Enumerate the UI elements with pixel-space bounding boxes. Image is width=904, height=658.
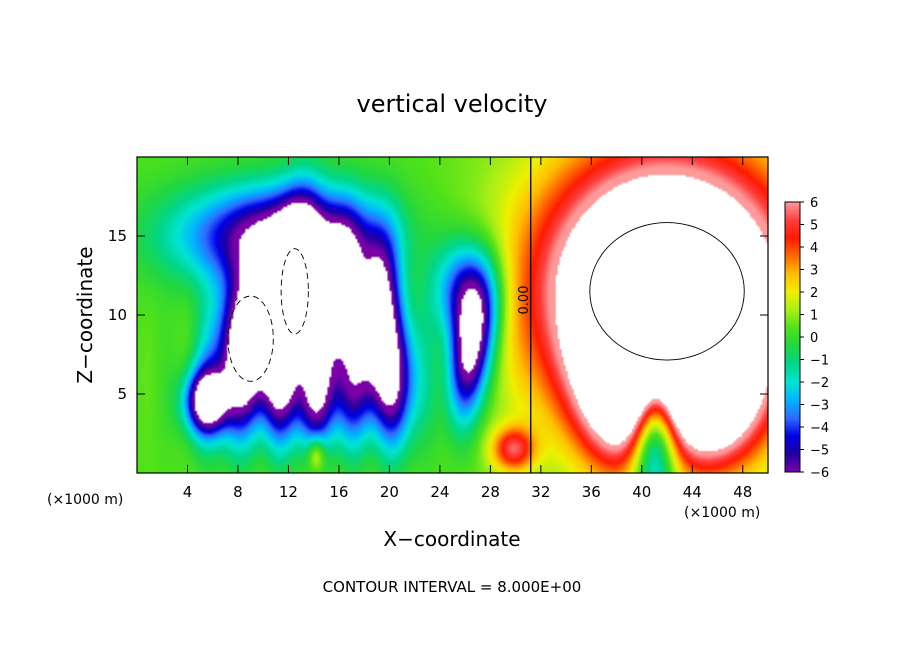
- colorbar-label: 6: [810, 196, 818, 211]
- colorbar-label: −6: [810, 466, 829, 481]
- contour-interval-footer: CONTOUR INTERVAL = 8.000E+00: [323, 578, 582, 596]
- x-unit-left: (×1000 m): [47, 492, 123, 508]
- x-tick-label: 20: [380, 483, 399, 501]
- colorbar-label: 1: [810, 309, 818, 324]
- colorbar-label: −1: [810, 354, 829, 369]
- x-unit-right: (×1000 m): [684, 505, 760, 521]
- x-tick-label: 8: [233, 483, 243, 501]
- colorbar-label: −2: [810, 376, 829, 391]
- x-tick-label: 12: [279, 483, 298, 501]
- colorbar-label: 3: [810, 264, 818, 279]
- y-tick-label: 5: [117, 385, 127, 403]
- x-tick-label: 24: [430, 483, 449, 501]
- x-tick-label: 28: [481, 483, 500, 501]
- y-tick-label: 15: [108, 227, 127, 245]
- contour-lines: [227, 157, 745, 473]
- colorbar-gradient: [785, 202, 800, 472]
- x-axis-ticks: 4 8 12 16 20 24 28 32 36 40 44 48: [183, 157, 752, 501]
- colorbar-label: 2: [810, 286, 818, 301]
- colorbar-labels: 6 5 4 3 2 1 0 −1 −2 −3 −4 −5 −6: [800, 196, 829, 481]
- x-tick-label: 32: [531, 483, 550, 501]
- x-tick-label: 44: [683, 483, 702, 501]
- x-tick-label: 16: [329, 483, 348, 501]
- x-tick-label: 4: [183, 483, 193, 501]
- colorbar-label: −4: [810, 421, 829, 436]
- colorbar-label: −5: [810, 444, 829, 459]
- heatmap-image: [137, 157, 768, 473]
- x-axis-label: X−coordinate: [383, 527, 520, 551]
- y-axis-ticks: 5 10 15: [108, 227, 768, 403]
- x-tick-label: 48: [733, 483, 752, 501]
- colorbar: 6 5 4 3 2 1 0 −1 −2 −3 −4 −5 −6: [784, 196, 829, 481]
- y-axis-label: Z−coordinate: [73, 246, 97, 383]
- chart-title: vertical velocity: [357, 90, 548, 118]
- x-tick-label: 36: [582, 483, 601, 501]
- x-tick-label: 40: [632, 483, 651, 501]
- y-tick-label: 10: [108, 306, 127, 324]
- contour-line: [227, 295, 274, 382]
- colorbar-label: −3: [810, 399, 829, 414]
- plot-area: 0.00: [136, 156, 769, 474]
- contour-line: [589, 222, 745, 361]
- colorbar-label: 0: [810, 331, 818, 346]
- contour-line: [280, 248, 309, 335]
- contour-label: 0.00: [517, 286, 532, 315]
- colorbar-label: 5: [810, 219, 818, 234]
- colorbar-label: 4: [810, 241, 818, 256]
